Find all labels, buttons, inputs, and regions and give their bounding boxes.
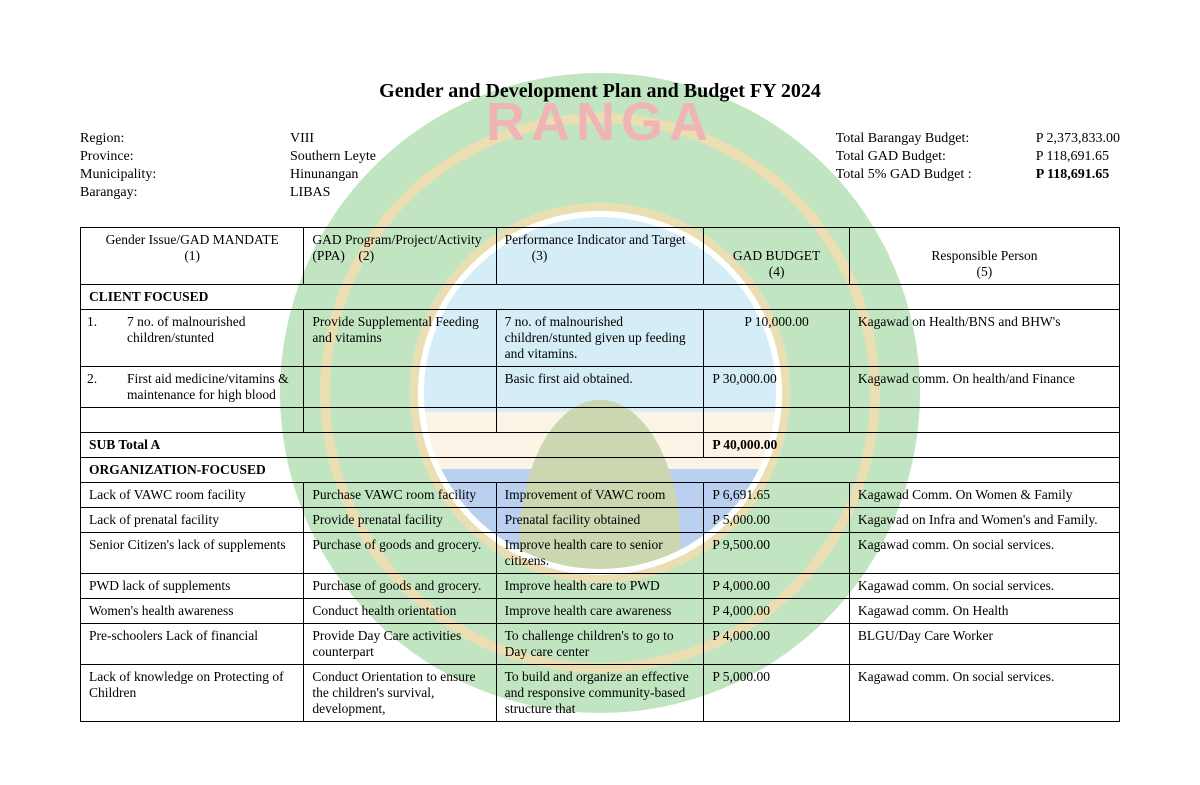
a2-resp: Kagawad comm. On health/and Finance (849, 367, 1119, 408)
b3-resp: Kagawad comm. On social services. (849, 533, 1119, 574)
region-label: Region: (80, 131, 290, 147)
a1-issue: 7 no. of malnourished children/stunted (127, 314, 245, 345)
b5-amt: P 4,000.00 (704, 599, 849, 624)
b1-issue: Lack of VAWC room facility (81, 483, 304, 508)
b2-issue: Lack of prenatal facility (81, 508, 304, 533)
a2-amt: P 30,000.00 (704, 367, 849, 408)
total-brgy-value: P 2,373,833.00 (1036, 131, 1120, 147)
a1-resp: Kagawad on Health/BNS and BHW's (849, 310, 1119, 367)
b5-ind: Improve health care awareness (496, 599, 704, 624)
a1-amt: P 10,000.00 (704, 310, 849, 367)
b4-ind: Improve health care to PWD (496, 574, 704, 599)
meta-left: Region:VIII Province:Southern Leyte Muni… (80, 131, 376, 203)
b5-ppa: Conduct health orientation (304, 599, 496, 624)
b6-issue: Pre-schoolers Lack of financial (81, 624, 304, 665)
a2-issue: First aid medicine/vitamins & maintenanc… (127, 371, 289, 402)
col3-header: Performance Indicator and Target (3) (496, 228, 704, 285)
b6-ppa: Provide Day Care activities counterpart (304, 624, 496, 665)
spacer-row (81, 408, 1120, 433)
b7-resp: Kagawad comm. On social services. (849, 665, 1119, 722)
b6-amt: P 4,000.00 (704, 624, 849, 665)
table-row: Lack of VAWC room facility Purchase VAWC… (81, 483, 1120, 508)
a1-ind: 7 no. of malnourished children/stunted g… (496, 310, 704, 367)
table-row: 2.First aid medicine/vitamins & maintena… (81, 367, 1120, 408)
gad-table: Gender Issue/GAD MANDATE(1) GAD Program/… (80, 227, 1120, 722)
b6-resp: BLGU/Day Care Worker (849, 624, 1119, 665)
province-value: Southern Leyte (290, 149, 376, 165)
a1-ppa: Provide Supplemental Feeding and vitamin… (304, 310, 496, 367)
barangay-value: LIBAS (290, 185, 330, 201)
b1-amt: P 6,691.65 (704, 483, 849, 508)
document-page: Gender and Development Plan and Budget F… (0, 0, 1200, 722)
total-gad-label: Total GAD Budget: (836, 149, 1036, 165)
sub-total-a-row: SUB Total A P 40,000.00 (81, 433, 1120, 458)
table-row: Lack of knowledge on Protecting of Child… (81, 665, 1120, 722)
b1-ppa: Purchase VAWC room facility (304, 483, 496, 508)
b7-ppa: Conduct Orientation to ensure the childr… (304, 665, 496, 722)
b7-issue: Lack of knowledge on Protecting of Child… (81, 665, 304, 722)
b5-issue: Women's health awareness (81, 599, 304, 624)
b2-amt: P 5,000.00 (704, 508, 849, 533)
b1-resp: Kagawad Comm. On Women & Family (849, 483, 1119, 508)
table-row: PWD lack of supplements Purchase of good… (81, 574, 1120, 599)
total-5-value: P 118,691.65 (1036, 167, 1110, 183)
b1-ind: Improvement of VAWC room (496, 483, 704, 508)
b5-resp: Kagawad comm. On Health (849, 599, 1119, 624)
table-header-row: Gender Issue/GAD MANDATE(1) GAD Program/… (81, 228, 1120, 285)
col1-header: Gender Issue/GAD MANDATE(1) (81, 228, 304, 285)
b2-ind: Prenatal facility obtained (496, 508, 704, 533)
b2-resp: Kagawad on Infra and Women's and Family. (849, 508, 1119, 533)
meta-block: Region:VIII Province:Southern Leyte Muni… (80, 131, 1120, 203)
barangay-label: Barangay: (80, 185, 290, 201)
table-row: Women's health awareness Conduct health … (81, 599, 1120, 624)
a2-num: 2. (107, 371, 127, 387)
total-brgy-label: Total Barangay Budget: (836, 131, 1036, 147)
b4-ppa: Purchase of goods and grocery. (304, 574, 496, 599)
meta-right: Total Barangay Budget:P 2,373,833.00 Tot… (836, 131, 1120, 203)
municipality-label: Municipality: (80, 167, 290, 183)
col5-header: Responsible Person(5) (849, 228, 1119, 285)
sub-total-a-amt: P 40,000.00 (704, 433, 1120, 458)
b3-ind: Improve health care to senior citizens. (496, 533, 704, 574)
table-row: 1.7 no. of malnourished children/stunted… (81, 310, 1120, 367)
a1-num: 1. (107, 314, 127, 330)
total-5-label: Total 5% GAD Budget : (836, 167, 1036, 183)
b4-resp: Kagawad comm. On social services. (849, 574, 1119, 599)
section-b-label: ORGANIZATION-FOCUSED (81, 458, 1120, 483)
a2-ppa (304, 367, 496, 408)
municipality-value: Hinunangan (290, 167, 358, 183)
section-a-label: CLIENT FOCUSED (81, 285, 1120, 310)
col2-header: GAD Program/Project/Activity (PPA) (2) (304, 228, 496, 285)
b7-amt: P 5,000.00 (704, 665, 849, 722)
document-title: Gender and Development Plan and Budget F… (80, 80, 1120, 103)
a2-ind: Basic first aid obtained. (496, 367, 704, 408)
table-row: Lack of prenatal facility Provide prenat… (81, 508, 1120, 533)
b4-amt: P 4,000.00 (704, 574, 849, 599)
sub-total-a-label: SUB Total A (81, 433, 704, 458)
col4-header: GAD BUDGET(4) (704, 228, 849, 285)
table-row: Pre-schoolers Lack of financial Provide … (81, 624, 1120, 665)
section-client-focused: CLIENT FOCUSED (81, 285, 1120, 310)
region-value: VIII (290, 131, 314, 147)
b3-issue: Senior Citizen's lack of supplements (81, 533, 304, 574)
total-gad-value: P 118,691.65 (1036, 149, 1109, 165)
province-label: Province: (80, 149, 290, 165)
b3-ppa: Purchase of goods and grocery. (304, 533, 496, 574)
table-row: Senior Citizen's lack of supplements Pur… (81, 533, 1120, 574)
b6-ind: To challenge children's to go to Day car… (496, 624, 704, 665)
b2-ppa: Provide prenatal facility (304, 508, 496, 533)
b7-ind: To build and organize an effective and r… (496, 665, 704, 722)
b3-amt: P 9,500.00 (704, 533, 849, 574)
section-org-focused: ORGANIZATION-FOCUSED (81, 458, 1120, 483)
b4-issue: PWD lack of supplements (81, 574, 304, 599)
